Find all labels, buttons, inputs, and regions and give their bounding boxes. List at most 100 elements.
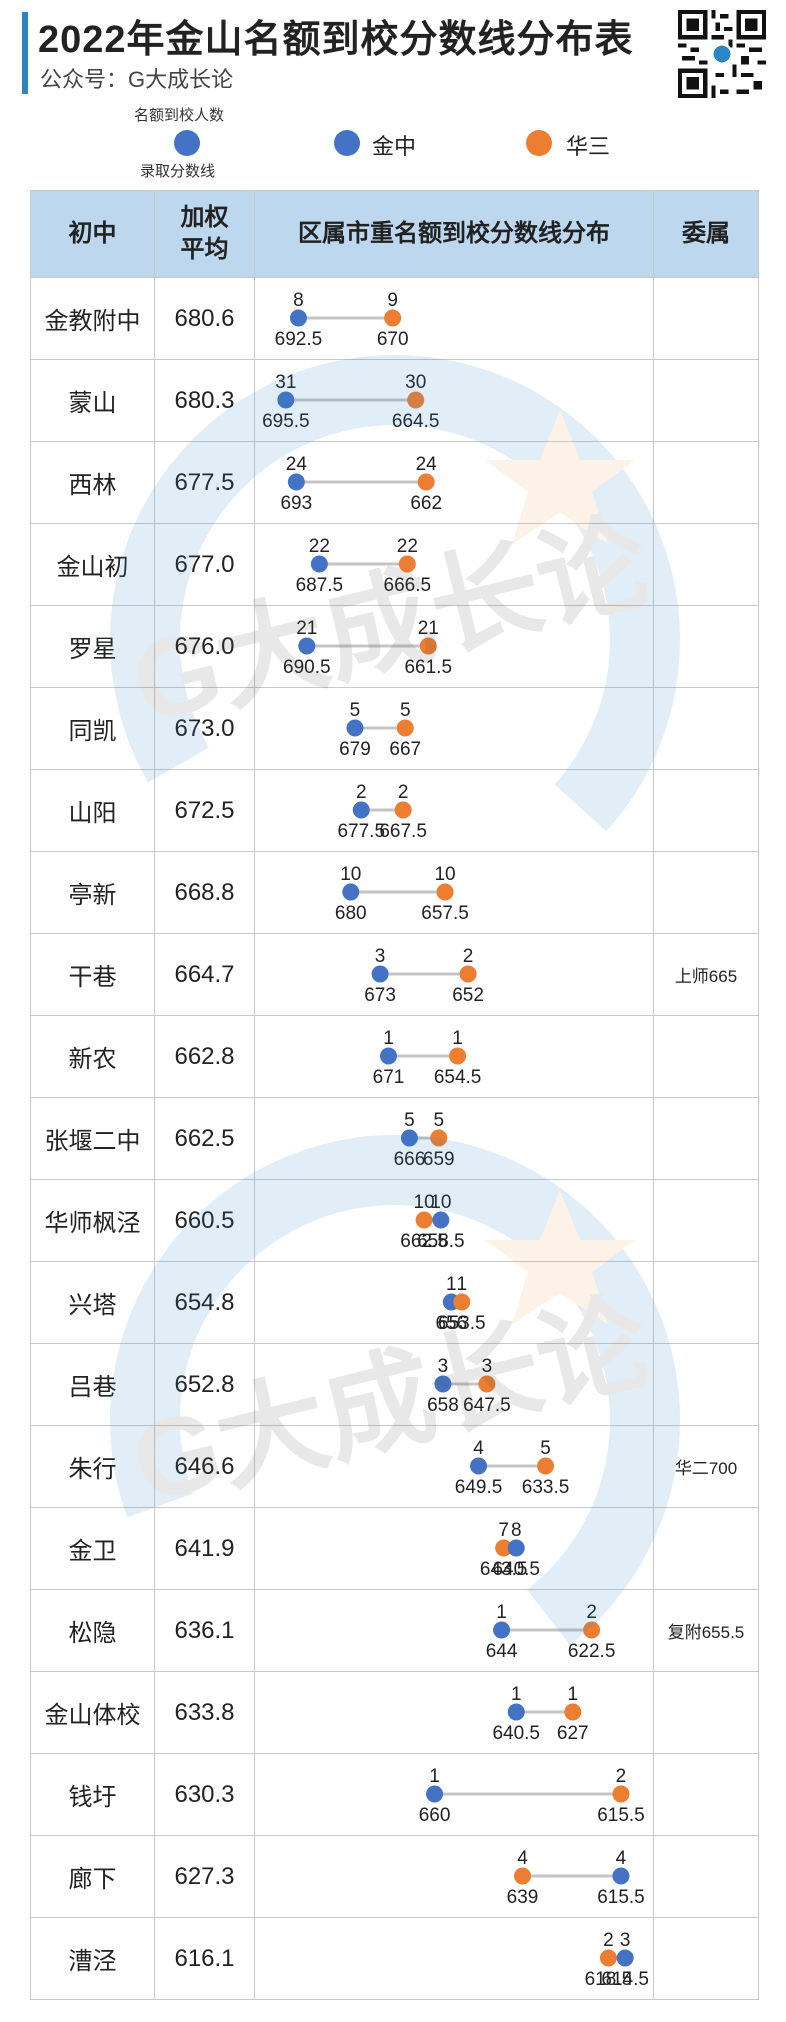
jinzhong-count-label: 10 — [430, 1192, 451, 1213]
qr-code-icon[interactable] — [678, 10, 766, 98]
dot-range-plot: 1 660 2 615.5 — [419, 1766, 645, 1826]
huasan-score-label: 659 — [423, 1149, 455, 1170]
jinzhong-score-dot — [432, 1211, 450, 1229]
weighted-avg-cell: 627.3 — [154, 1835, 255, 1918]
affiliated-cell — [653, 1507, 759, 1590]
school-name-cell: 新农 — [30, 1015, 155, 1098]
score-table-wrapper: 初中 加权 平均 区属市重名额到校分数线分布 委属 金教附中 680.6 8 692.… — [30, 190, 759, 2000]
huasan-score-dot — [599, 1949, 617, 1967]
school-name-cell: 吕巷 — [30, 1343, 155, 1426]
title-accent-bar — [22, 12, 28, 94]
jinzhong-score-label: 658 — [427, 1395, 459, 1416]
dot-range-plot: 1 640.5 1 627 — [492, 1684, 588, 1744]
affiliated-cell — [653, 1261, 759, 1344]
jinzhong-count-label: 4 — [616, 1848, 627, 1869]
huasan-count-label: 4 — [517, 1848, 528, 1869]
huasan-score-label: 653.5 — [438, 1313, 486, 1334]
school-name-cell: 兴塔 — [30, 1261, 155, 1344]
huasan-count-label: 10 — [434, 864, 455, 885]
jinzhong-score-label: 640.5 — [492, 1723, 540, 1744]
dot-range-plot: 24 693 24 662 — [280, 454, 442, 514]
jinzhong-score-dot — [434, 1375, 452, 1393]
huasan-score-label: 647.5 — [463, 1395, 511, 1416]
jinzhong-score-dot — [371, 965, 389, 983]
weighted-avg-cell: 662.5 — [154, 1097, 255, 1180]
huasan-score-label: 666.5 — [384, 575, 432, 596]
school-name-cell: 金山初 — [30, 523, 155, 606]
huasan-count-label: 22 — [397, 536, 418, 557]
dot-range-plot: 10 658.5 10 662.5 — [400, 1192, 464, 1252]
legend-jinzhong-label: 金中 — [372, 134, 417, 159]
huasan-score-dot — [384, 309, 402, 327]
jinzhong-score-dot — [612, 1867, 630, 1885]
huasan-score-label: 654.5 — [434, 1067, 482, 1088]
huasan-score-label: 643.5 — [480, 1559, 528, 1580]
table-row: 金山初 677.0 22 687.5 22 666.5 — [30, 523, 759, 606]
score-table: 初中 加权 平均 区属市重名额到校分数线分布 委属 金教附中 680.6 8 692.… — [30, 190, 759, 2000]
distribution-cell: 10 658.5 10 662.5 — [254, 1179, 654, 1262]
distribution-cell: 21 690.5 21 661.5 — [254, 605, 654, 688]
weighted-avg-cell: 662.8 — [154, 1015, 255, 1098]
huasan-count-label: 5 — [400, 700, 411, 721]
huasan-score-label: 667 — [389, 739, 421, 760]
affiliated-cell — [653, 1097, 759, 1180]
affiliated-cell — [653, 1179, 759, 1262]
table-row: 西林 677.5 24 693 24 662 — [30, 441, 759, 524]
school-name-cell: 亭新 — [30, 851, 155, 934]
school-name-cell: 干巷 — [30, 933, 155, 1016]
jinzhong-count-label: 5 — [404, 1110, 415, 1131]
weighted-avg-cell: 680.6 — [154, 277, 255, 360]
jinzhong-score-label: 615.5 — [597, 1887, 645, 1908]
huasan-score-label: 633.5 — [522, 1477, 570, 1498]
huasan-score-dot — [495, 1539, 513, 1557]
jinzhong-score-label: 677.5 — [337, 821, 385, 842]
jinzhong-count-label: 3 — [438, 1356, 449, 1377]
huasan-score-dot — [396, 719, 414, 737]
dot-range-plot: 3 658 3 647.5 — [427, 1356, 511, 1416]
huasan-count-label: 30 — [405, 372, 426, 393]
huasan-score-label: 661.5 — [404, 657, 452, 678]
jinzhong-score-label: 614.5 — [601, 1969, 649, 1990]
distribution-cell: 3 658 3 647.5 — [254, 1343, 654, 1426]
jinzhong-score-label: 666 — [394, 1149, 426, 1170]
jinzhong-score-dot — [616, 1949, 634, 1967]
distribution-cell: 3 673 2 652 — [254, 933, 654, 1016]
school-name-cell: 漕泾 — [30, 1917, 155, 2000]
jinzhong-score-dot — [287, 473, 305, 491]
affiliated-cell — [653, 359, 759, 442]
distribution-cell: 1 660 2 615.5 — [254, 1753, 654, 1836]
dot-range-plot: 31 695.5 30 664.5 — [262, 372, 439, 432]
huasan-score-label: 652 — [452, 985, 484, 1006]
jinzhong-count-label: 3 — [620, 1930, 631, 1951]
jinzhong-count-label: 1 — [511, 1684, 522, 1705]
weighted-avg-cell: 646.6 — [154, 1425, 255, 1508]
distribution-cell: 8 692.5 9 670 — [254, 277, 654, 360]
huasan-count-label: 2 — [398, 782, 409, 803]
weighted-avg-cell: 636.1 — [154, 1589, 255, 1672]
huasan-count-label: 1 — [452, 1028, 463, 1049]
school-name-cell: 松隐 — [30, 1589, 155, 1672]
jinzhong-count-label: 2 — [356, 782, 367, 803]
table-row: 朱行 646.6 4 649.5 5 633.5 华二700 — [30, 1425, 759, 1508]
weighted-avg-cell: 664.7 — [154, 933, 255, 1016]
jinzhong-score-label: 644 — [486, 1641, 518, 1662]
table-row: 漕泾 616.1 3 614.5 2 618.5 — [30, 1917, 759, 2000]
affiliated-cell — [653, 851, 759, 934]
affiliated-cell — [653, 687, 759, 770]
huasan-count-label: 24 — [416, 454, 438, 475]
school-name-cell: 同凯 — [30, 687, 155, 770]
table-row: 松隐 636.1 1 644 2 622.5 复附655.5 — [30, 1589, 759, 1672]
huasan-score-dot — [459, 965, 477, 983]
jinzhong-score-dot — [342, 883, 360, 901]
school-name-cell: 金教附中 — [30, 277, 155, 360]
distribution-cell: 24 693 24 662 — [254, 441, 654, 524]
school-name-cell: 金山体校 — [30, 1671, 155, 1754]
col-header-distribution: 区属市重名额到校分数线分布 — [254, 190, 654, 278]
weighted-avg-cell: 652.8 — [154, 1343, 255, 1426]
huasan-count-label: 5 — [433, 1110, 444, 1131]
weighted-avg-cell: 673.0 — [154, 687, 255, 770]
jinzhong-score-dot — [289, 309, 307, 327]
distribution-cell: 22 687.5 22 666.5 — [254, 523, 654, 606]
jinzhong-score-label: 679 — [339, 739, 371, 760]
jinzhong-score-dot — [352, 801, 370, 819]
